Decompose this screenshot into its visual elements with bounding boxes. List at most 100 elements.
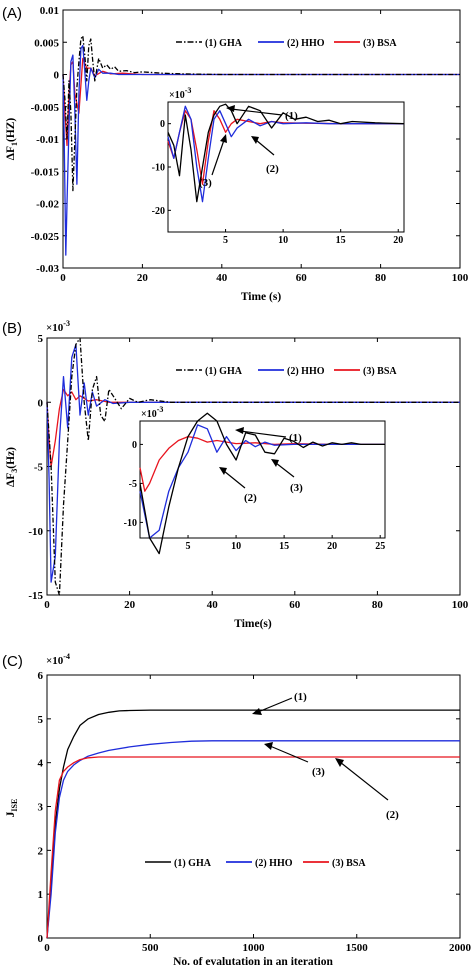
panel-a-y-axis-unit: (HZ) [5, 118, 17, 142]
panel-b-series [46, 337, 460, 596]
panel-b-inset-scale-exp: -3 [157, 405, 164, 414]
panel-c-y-axis-symbol: J [5, 811, 17, 817]
panel-a-ytick-label: -0.015 [31, 166, 60, 178]
panel-b-inset-series-gha-line [139, 412, 385, 555]
panel-c-scale: ×10-4 [46, 652, 70, 667]
panel-b-legend: (1) GHA (2) HHO (3) BSA [176, 366, 397, 377]
annot-c-3-label: (3) [312, 766, 325, 778]
panel-a-x-axis-label: Time (s) [241, 291, 282, 303]
panel-c-ytick-label: 5 [38, 714, 44, 726]
panel-b-ytick-label: -10 [28, 526, 43, 538]
panel-b-inset-ytick-label: -5 [129, 479, 137, 490]
panel-b-ytick-label: 5 [38, 333, 44, 345]
panel-b-y-axis-label: ΔF3(Hz) [5, 447, 19, 487]
panel-b-inset-xtick-label: 5 [186, 541, 191, 552]
panel-c-ytick-label: 2 [38, 845, 44, 857]
panel-b-xtick-label: 20 [124, 599, 136, 611]
panel-a-xtick-label: 80 [375, 272, 387, 284]
annot-c-3-arrow [269, 745, 309, 763]
panel-a-inset-ytick-label: -20 [152, 206, 165, 217]
panel-a: (A) 0.01 0.005 0 -0.005 -0.01 -0.015 -0.02 -0.0… [2, 5, 469, 303]
panel-a-series [62, 35, 460, 256]
panel-b-series-bsa-line [46, 388, 460, 468]
panel-b-ytick-label: -5 [34, 462, 44, 474]
annot-b-1-arrowhead [235, 427, 244, 434]
annot-c-1-label: (1) [294, 691, 307, 703]
panel-c-xtick-label: 2000 [449, 942, 472, 954]
panel-b-inset-series-hho-line [139, 424, 385, 539]
panel-a-inset-scale: ×10-3 [169, 86, 191, 101]
panel-c-series-gha-line [46, 709, 460, 939]
panel-a-inset-xtick-label: 10 [278, 235, 288, 246]
annot-b-3-arrowhead [271, 459, 279, 467]
panel-b: (B) ×10-3 50-5-10-15 0 20 40 60 80 100 Time(s… [2, 319, 469, 630]
panel-b-series-hho-line [46, 343, 460, 583]
panel-c-xtick-label: 0 [44, 942, 50, 954]
panel-b-series-gha-line [46, 337, 460, 596]
panel-b-inset-ticks: 5 10 15 20 25 0 -5 -10 [124, 440, 386, 552]
panel-c-y-ticks: 6 5 4 3 2 1 0 [38, 670, 460, 945]
annot-a-3-label: (3) [199, 177, 212, 189]
panel-c-x-axis-label: No. of evalutation in an iteration [173, 956, 333, 968]
annot-a-2-arrowhead [251, 136, 259, 144]
annot-a-1-arrow [230, 108, 283, 116]
panel-a-ytick-label: -0.02 [36, 199, 59, 211]
legend-c-hho-label: (2) HHO [255, 858, 293, 869]
panel-a-inset-xtick-label: 20 [393, 235, 403, 246]
panel-a-ytick-label: -0.01 [36, 134, 59, 146]
annot-b-3-arrow [275, 462, 295, 478]
panel-b-y-axis-subscript: 3 [10, 469, 19, 473]
panel-b-inset-annotations: (1) (3) (2) [219, 427, 303, 504]
panel-b-xtick-label: 60 [289, 599, 301, 611]
panel-a-xtick-label: 40 [216, 272, 228, 284]
legend-c-bsa-label: (3) BSA [332, 858, 366, 869]
panel-b-inset-xtick-label: 20 [327, 541, 337, 552]
legend-b-bsa-label: (3) BSA [363, 366, 397, 377]
panel-a-inset-xtick-label: 15 [336, 235, 346, 246]
legend-a-gha-label: (1) GHA [205, 38, 243, 49]
panel-a-inset-annotations: (1) (2) (3) [199, 105, 298, 189]
panel-b-x-axis-label: Time(s) [234, 618, 272, 630]
annot-b-1-label: (1) [289, 432, 302, 444]
panel-a-inset-xtick-label: 5 [223, 235, 228, 246]
panel-c-xtick-label: 1500 [346, 942, 369, 954]
panel-c-legend: (1) GHA (2) HHO (3) BSA [145, 858, 366, 869]
panel-c-y-axis-label: JISE [5, 799, 19, 818]
panel-c-series [46, 709, 460, 939]
panel-a-ytick-label: -0.005 [31, 102, 60, 114]
panel-b-scale-base: ×10 [46, 322, 64, 334]
legend-a-hho-label: (2) HHO [287, 38, 325, 49]
annot-c-2-arrow [339, 761, 389, 801]
panel-b-scale: ×10-3 [46, 319, 70, 334]
annot-c-1-arrow [257, 697, 293, 713]
panel-b-inset-ytick-label: -10 [124, 518, 137, 529]
panel-a-y-ticks: 0.01 0.005 0 -0.005 -0.01 -0.015 -0.02 -0.025 -0… [31, 5, 460, 275]
annot-c-3-arrowhead [264, 742, 273, 750]
panel-c-series-bsa-line [46, 756, 460, 939]
panel-a-ytick-label: 0 [54, 70, 60, 82]
panel-b-inset-frame [139, 420, 386, 539]
annot-c-2-arrowhead [335, 758, 344, 767]
panel-a-series-hho-line [62, 44, 460, 256]
panel-a-y-axis-subscript: 1 [10, 142, 19, 146]
legend-b-hho-label: (2) HHO [287, 366, 325, 377]
panel-b-inset-ytick-label: 0 [132, 440, 137, 451]
annot-a-3-arrow [211, 139, 225, 176]
panel-a-inset-ytick-label: 0 [160, 119, 165, 130]
panel-c-ytick-label: 6 [38, 670, 44, 682]
panel-c-scale-base: ×10 [46, 655, 64, 667]
panel-a-xtick-label: 100 [452, 272, 469, 284]
annot-b-2-arrow [223, 470, 246, 489]
panel-b-xtick-label: 40 [207, 599, 219, 611]
panel-b-inset-xtick-label: 15 [279, 541, 289, 552]
annot-a-1-label: (1) [285, 110, 298, 122]
panel-a-inset-scale-exp: -3 [185, 86, 192, 95]
panel-a-inset-series-gha-line [167, 103, 405, 203]
panel-b-y-axis-symbol: ΔF [5, 473, 17, 487]
annot-b-2-arrowhead [219, 467, 227, 475]
panel-a-y-axis-symbol: ΔF [5, 146, 17, 160]
panel-b-ytick-label: 0 [38, 397, 44, 409]
legend-c-gha-label: (1) GHA [174, 858, 212, 869]
panel-b-ytick-label: -15 [28, 590, 43, 602]
